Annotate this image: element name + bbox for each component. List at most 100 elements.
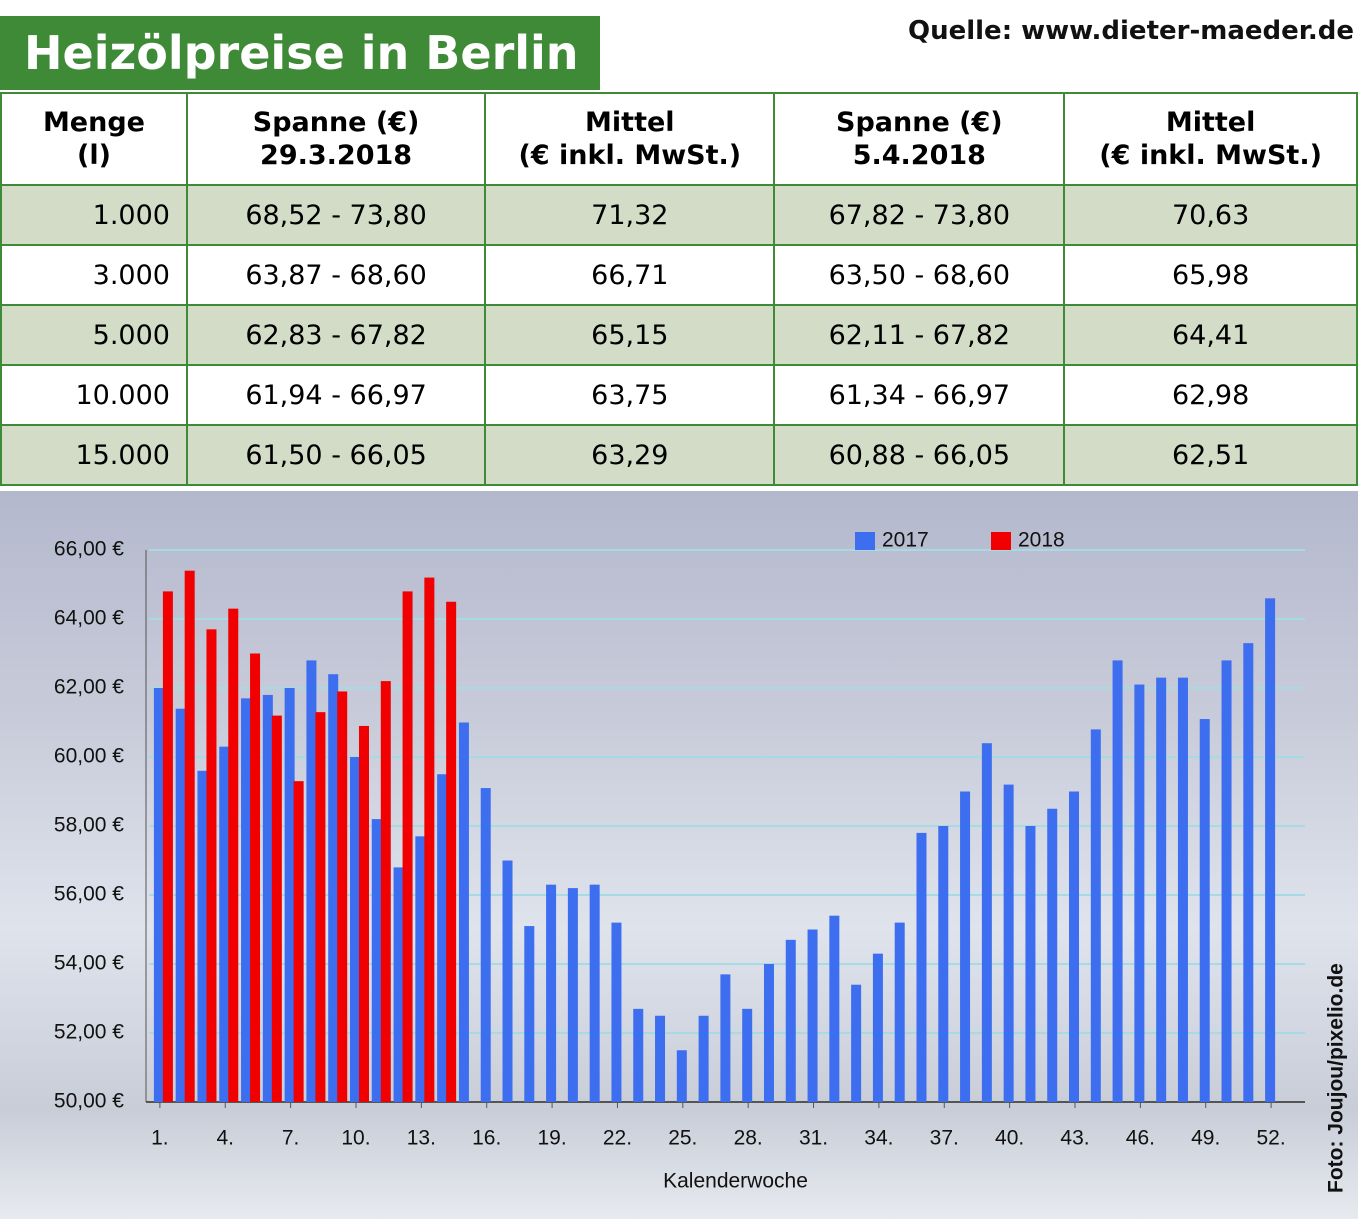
table-cell: 63,75 <box>484 364 776 426</box>
y-tick-label: 50,00 € <box>54 1090 124 1113</box>
table-row: 5.000 62,83 - 67,82 65,15 62,11 - 67,82 64,4… <box>0 304 1358 366</box>
column-header: Mittel (€ inkl. MwSt.) <box>484 92 776 186</box>
bar <box>524 926 535 1102</box>
bar <box>829 915 840 1102</box>
legend-swatch <box>855 532 875 550</box>
bar <box>981 743 992 1102</box>
source: Quelle: www.dieter-maeder.de <box>907 16 1354 46</box>
photo-credit: Foto: Joujou/pixelio.de <box>1325 963 1348 1193</box>
bar <box>872 953 883 1102</box>
table-cell: 60,88 - 66,05 <box>773 424 1066 486</box>
title: Heizölpreise in Berlin <box>0 16 600 90</box>
y-tick-label: 60,00 € <box>54 745 124 768</box>
table-cell: 61,50 - 66,05 <box>185 424 487 486</box>
table-cell: 65,98 <box>1063 244 1358 306</box>
column-header: Mittel (€ inkl. MwSt.) <box>1063 92 1358 186</box>
x-tick-label: 19. <box>537 1127 566 1150</box>
x-tick-label: 4. <box>217 1127 235 1150</box>
y-tick-label: 54,00 € <box>54 952 124 975</box>
header-line: Menge <box>42 107 145 138</box>
bar <box>306 660 317 1102</box>
bar <box>162 591 173 1102</box>
x-tick-label: 37. <box>930 1127 959 1150</box>
table-cell: 68,52 - 73,80 <box>185 184 487 246</box>
table-cell: 63,29 <box>484 424 776 486</box>
bar <box>894 922 905 1102</box>
y-tick-label: 66,00 € <box>54 538 124 561</box>
table-cell: 62,98 <box>1063 364 1358 426</box>
bar <box>284 688 295 1102</box>
bar <box>206 629 217 1102</box>
table-cell: 61,34 - 66,97 <box>773 364 1066 426</box>
table-cell: 61,94 - 66,97 <box>185 364 487 426</box>
bar <box>293 781 304 1102</box>
bar <box>437 774 448 1102</box>
table-row: 15.000 61,50 - 66,05 63,29 60,88 - 66,05 62,… <box>0 424 1358 486</box>
bar <box>380 681 391 1102</box>
table-cell: 62,11 - 67,82 <box>773 304 1066 366</box>
legend-swatch <box>991 532 1011 550</box>
header-line: Spanne (€) <box>836 107 1003 138</box>
column-header: Spanne (€) 29.3.2018 <box>185 92 487 186</box>
bar <box>184 570 195 1102</box>
bar <box>611 922 622 1102</box>
header-line: Mittel <box>585 107 675 138</box>
bar <box>458 722 469 1102</box>
table-cell: 63,87 - 68,60 <box>185 244 487 306</box>
bar <box>676 1050 687 1102</box>
bar <box>328 674 339 1102</box>
x-tick-label: 16. <box>472 1127 501 1150</box>
bar <box>250 653 261 1102</box>
table-cell: 3.000 <box>0 244 188 306</box>
bar <box>480 788 491 1102</box>
bar <box>358 725 369 1102</box>
table-cell: 71,32 <box>484 184 776 246</box>
bar <box>807 929 818 1102</box>
x-tick-label: 31. <box>799 1127 828 1150</box>
bar <box>337 691 348 1102</box>
x-tick-label: 46. <box>1126 1127 1155 1150</box>
x-tick-label: 1. <box>151 1127 169 1150</box>
legend-label: 2018 <box>1018 529 1065 552</box>
column-header: Menge (l) <box>0 92 188 186</box>
bar <box>415 836 426 1102</box>
bar <box>371 819 382 1102</box>
bar <box>1090 729 1101 1102</box>
x-tick-label: 43. <box>1060 1127 1089 1150</box>
bar <box>175 708 186 1102</box>
price-table: Menge (l) Spanne (€) 29.3.2018 Mittel (€ inkl… <box>0 92 1358 486</box>
table-cell: 62,83 - 67,82 <box>185 304 487 366</box>
bar <box>1156 677 1167 1102</box>
bar <box>567 888 578 1102</box>
x-tick-label: 22. <box>603 1127 632 1150</box>
bar <box>1221 660 1232 1102</box>
bar <box>219 746 230 1102</box>
x-tick-label: 52. <box>1257 1127 1286 1150</box>
x-tick-label: 13. <box>407 1127 436 1150</box>
table-cell: 64,41 <box>1063 304 1358 366</box>
table-cell: 67,82 - 73,80 <box>773 184 1066 246</box>
bar <box>402 591 413 1102</box>
x-tick-label: 10. <box>341 1127 370 1150</box>
bar <box>763 964 774 1102</box>
header-line: (€ inkl. MwSt.) <box>518 140 742 171</box>
legend-label: 2017 <box>882 529 929 552</box>
bar <box>698 1015 709 1102</box>
bar <box>228 608 239 1102</box>
bar <box>349 757 360 1102</box>
bar <box>1199 719 1210 1102</box>
table-cell: 10.000 <box>0 364 188 426</box>
chart: 50,00 € 52,00 € 54,00 € 56,00 € 58,00 € 60,00… <box>0 491 1358 1219</box>
bar <box>742 1008 753 1102</box>
bar <box>1047 808 1058 1102</box>
bar <box>960 791 971 1102</box>
header-line: 5.4.2018 <box>852 140 986 171</box>
bar <box>785 939 796 1102</box>
y-tick-label: 52,00 € <box>54 1021 124 1044</box>
y-tick-label: 56,00 € <box>54 883 124 906</box>
bar <box>446 601 457 1102</box>
bar <box>633 1008 644 1102</box>
table-cell: 15.000 <box>0 424 188 486</box>
bar <box>393 867 404 1102</box>
x-tick-label: 7. <box>282 1127 300 1150</box>
